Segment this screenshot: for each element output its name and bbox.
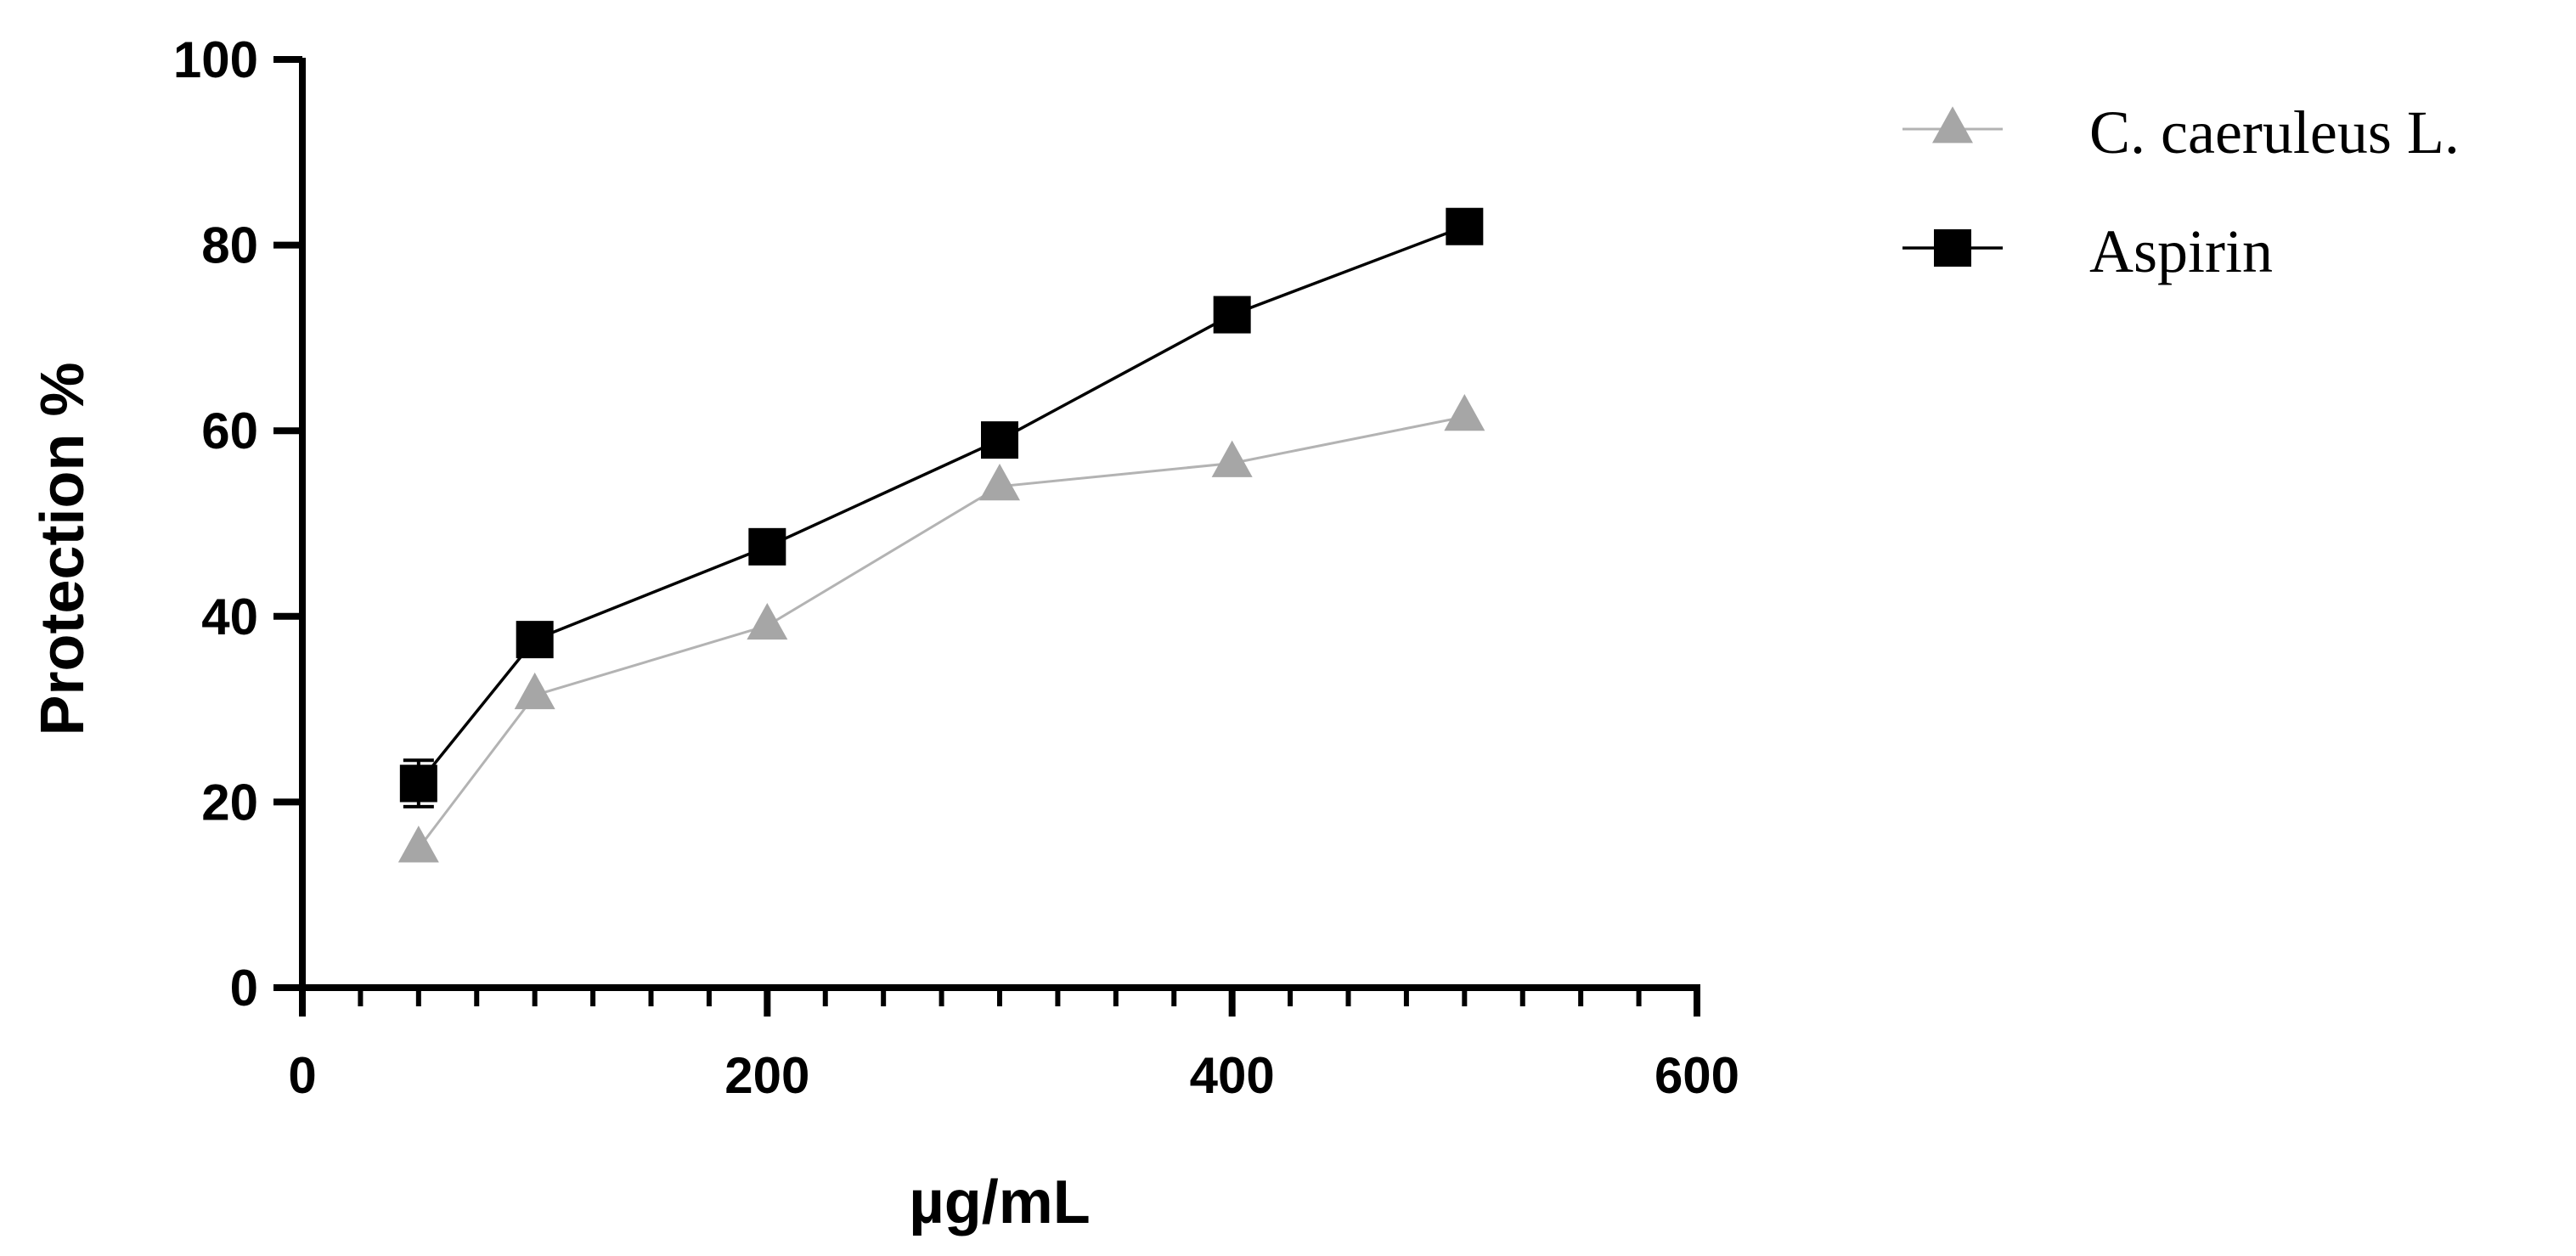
data-point-aspirin: [748, 527, 786, 566]
data-point-c-caeruleus-l: [747, 602, 788, 640]
data-point-aspirin: [516, 621, 554, 659]
data-point-aspirin: [1213, 296, 1251, 334]
y-ticks: 0 20 40 60 80 100: [173, 31, 302, 1017]
data-point-aspirin: [981, 421, 1018, 459]
legend-marker-aspirin: [1934, 229, 1971, 267]
data-point-aspirin: [1446, 207, 1484, 245]
x-tick-label: 400: [1190, 1047, 1275, 1104]
legend-label-aspirin: Aspirin: [2089, 217, 2273, 285]
legend-marker-c-caeruleus-l: [1932, 106, 1973, 144]
series-lines: [417, 225, 1465, 849]
y-axis-title: Protection %: [29, 362, 97, 735]
series-line-aspirin: [417, 225, 1465, 785]
x-axis-title: µg/mL: [909, 1169, 1090, 1236]
y-tick-label: 80: [201, 217, 258, 274]
legend-label-c-caeruleus-l: C. caeruleus L.: [2089, 99, 2460, 166]
y-tick-label: 0: [230, 960, 258, 1017]
y-tick-label: 40: [201, 589, 258, 645]
series-markers: [397, 207, 1485, 863]
data-point-c-caeruleus-l: [979, 463, 1020, 501]
axes: [299, 58, 1700, 991]
series-line-c-caeruleus-l: [417, 415, 1465, 849]
data-point-c-caeruleus-l: [397, 825, 439, 863]
x-minor-ticks: [358, 988, 1642, 1006]
data-point-c-caeruleus-l: [1444, 394, 1485, 431]
y-tick-label: 100: [173, 31, 258, 88]
x-ticks: 0 200 400 600: [288, 988, 1739, 1104]
x-tick-label: 600: [1654, 1047, 1739, 1104]
data-point-c-caeruleus-l: [514, 672, 555, 710]
x-tick-label: 0: [288, 1047, 316, 1104]
x-tick-label: 200: [724, 1047, 809, 1104]
y-tick-label: 60: [201, 403, 258, 459]
data-point-aspirin: [399, 764, 437, 803]
legend: C. caeruleus L. Aspirin: [1902, 99, 2460, 285]
data-point-c-caeruleus-l: [1211, 440, 1253, 477]
y-tick-label: 20: [201, 774, 258, 831]
